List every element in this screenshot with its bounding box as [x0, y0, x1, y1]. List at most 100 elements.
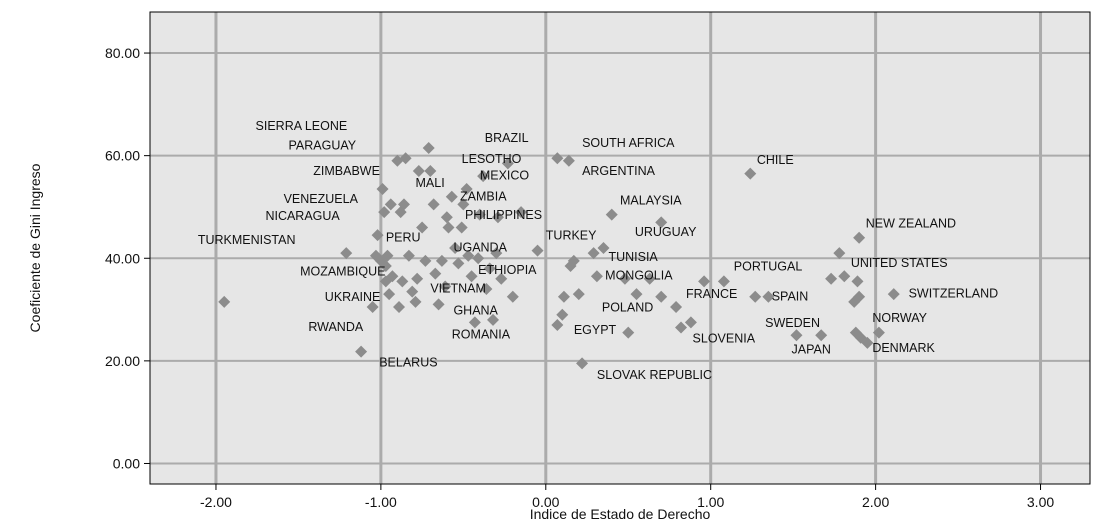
data-point — [468, 316, 481, 329]
data-point — [412, 165, 425, 178]
data-point — [698, 275, 711, 288]
x-tick-label: 3.00 — [1027, 494, 1054, 510]
point-label: BELARUS — [379, 356, 437, 370]
point-label: UNITED STATES — [851, 256, 948, 270]
point-label: GHANA — [453, 304, 498, 318]
data-point — [576, 357, 589, 370]
data-point — [379, 259, 392, 272]
data-point — [402, 249, 415, 262]
data-point — [452, 257, 465, 270]
x-tick-label: 1.00 — [697, 494, 724, 510]
data-point — [406, 285, 419, 298]
data-point — [491, 211, 504, 224]
point-label: ARGENTINA — [582, 164, 656, 178]
point-label: SOUTH AFRICA — [582, 136, 675, 150]
point-label: PARAGUAY — [289, 138, 357, 152]
data-point — [477, 170, 490, 183]
point-label: LESOTHO — [462, 152, 522, 166]
y-axis-title: Coeficiente de Gini Ingreso — [27, 163, 43, 332]
data-point — [429, 267, 442, 280]
data-point — [853, 290, 866, 303]
grid-lines — [150, 12, 1090, 484]
data-point — [605, 208, 618, 221]
data-point — [440, 211, 453, 224]
data-point — [675, 321, 688, 334]
x-axis-title: Indice de Estado de Derecho — [530, 506, 711, 522]
data-point — [853, 231, 866, 244]
point-label: SIERRA LEONE — [256, 119, 348, 133]
data-point — [670, 301, 683, 313]
data-point — [556, 308, 569, 321]
point-label: PHILIPPINES — [465, 208, 542, 222]
data-point — [381, 249, 394, 262]
y-tick-label: 0.00 — [113, 455, 140, 471]
x-tick-label: -1.00 — [365, 494, 397, 510]
point-label: TUNISIA — [608, 250, 658, 264]
data-point — [355, 345, 368, 358]
point-label: EGYPT — [574, 323, 617, 337]
data-point — [457, 198, 470, 211]
data-point — [495, 272, 508, 285]
data-point — [442, 221, 455, 234]
data-point — [399, 152, 412, 165]
point-label: ROMANIA — [452, 327, 511, 341]
y-tick-label: 40.00 — [105, 250, 140, 266]
point-label: ZAMBIA — [460, 189, 507, 203]
data-point — [435, 254, 448, 267]
data-point — [460, 183, 473, 195]
point-label: DENMARK — [872, 341, 935, 355]
data-point — [567, 254, 580, 267]
point-label: SPAIN — [772, 289, 809, 303]
point-label: NICARAGUA — [265, 209, 340, 223]
data-point — [551, 318, 564, 331]
data-point — [483, 262, 496, 275]
point-label: MOZAMBIQUE — [300, 265, 385, 279]
x-tick-label: 0.00 — [532, 494, 559, 510]
point-label: ETHIOPIA — [478, 263, 537, 277]
data-point — [490, 247, 503, 260]
data-point — [551, 152, 564, 165]
plot-frame — [149, 11, 1091, 485]
point-label: TURKMENISTAN — [198, 233, 296, 247]
data-point — [376, 183, 389, 195]
point-label: RWANDA — [308, 320, 364, 334]
point-label: ZIMBABWE — [313, 164, 380, 178]
point-label: SLOVENIA — [693, 331, 756, 345]
data-point — [480, 283, 493, 296]
data-point — [506, 290, 519, 303]
data-point — [684, 316, 697, 329]
data-point — [455, 221, 468, 234]
data-point — [557, 290, 570, 303]
data-point — [371, 229, 384, 242]
data-point — [861, 336, 874, 349]
data-point — [411, 272, 424, 285]
point-label: VIETNAM — [430, 282, 486, 296]
point-label: URUGUAY — [635, 225, 697, 239]
point-label: POLAND — [602, 301, 653, 315]
data-point — [422, 141, 435, 154]
axes: -2.00 -1.00 0.00 1.00 2.00 3.00 0.00 20.00 40.00… — [105, 45, 1054, 510]
data-point — [749, 290, 762, 303]
data-point — [630, 288, 643, 301]
data-points — [218, 141, 900, 370]
data-point — [416, 221, 429, 234]
data-point — [427, 198, 440, 211]
x-tick-label: 2.00 — [862, 494, 889, 510]
point-label: FRANCE — [686, 287, 737, 301]
data-point — [424, 165, 437, 178]
point-label: PERU — [386, 230, 421, 244]
data-point — [717, 275, 730, 288]
data-point — [472, 252, 485, 265]
data-point — [419, 254, 432, 267]
data-point — [655, 290, 668, 303]
x-tick-label: -2.00 — [200, 494, 232, 510]
data-point — [445, 190, 458, 203]
point-label: SWITZERLAND — [909, 286, 999, 300]
point-label: NEW ZEALAND — [866, 216, 956, 230]
point-label: MALAYSIA — [620, 193, 682, 207]
data-point — [465, 270, 478, 283]
data-point — [501, 157, 514, 170]
point-label: UKRAINE — [325, 290, 381, 304]
data-point — [462, 249, 475, 262]
